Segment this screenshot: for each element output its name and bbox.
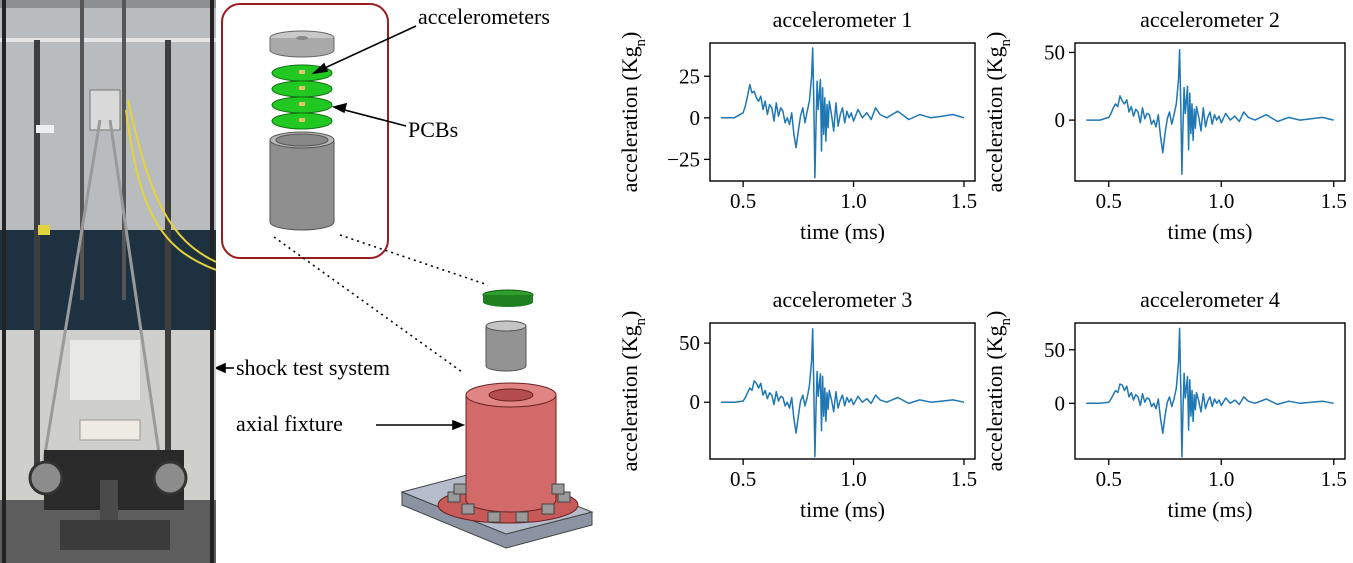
x-tick-label: 1.5	[951, 189, 977, 213]
y-tick-label: 50	[1044, 40, 1065, 64]
plot-frame	[1074, 42, 1346, 182]
chart-title: accelerometer 2	[1140, 7, 1280, 32]
axial-fixture-label: axial fixture	[236, 411, 343, 436]
plot-frame	[709, 322, 976, 460]
chart-title: accelerometer 1	[773, 7, 913, 32]
x-axis-label: time (ms)	[800, 497, 885, 522]
x-tick-label: 1.0	[1208, 189, 1234, 213]
chart-accelerometer-4: accelerometer 4 0.5 1.0 1.5 0 50 time (ms) acce…	[982, 287, 1347, 522]
y-axis-label: acceleration (Kgn)	[982, 311, 1014, 472]
y-tick-label: 25	[679, 64, 700, 88]
x-tick-label: 0.5	[730, 189, 756, 213]
shock-test-photo	[0, 0, 216, 563]
inset-box	[221, 3, 389, 259]
x-tick-label: 1.5	[951, 467, 977, 491]
series-line	[721, 328, 965, 458]
plot-frame	[709, 42, 976, 182]
y-tick-label: 0	[690, 390, 701, 414]
pcb-stack	[271, 64, 333, 130]
y-tick-label: 0	[1055, 391, 1066, 415]
chart-title: accelerometer 4	[1140, 287, 1280, 312]
plot-frame	[1074, 322, 1346, 460]
series-line	[1086, 49, 1334, 175]
shock-test-system-label: shock test system	[236, 355, 390, 380]
x-tick-label: 1.0	[1208, 467, 1234, 491]
cad-illustration	[216, 3, 594, 549]
x-axis-label: time (ms)	[800, 219, 885, 244]
y-tick-label: −25	[667, 147, 700, 171]
x-tick-label: 1.0	[840, 467, 866, 491]
y-tick-label: 50	[679, 331, 700, 355]
x-tick-label: 1.5	[1321, 467, 1347, 491]
x-tick-label: 0.5	[730, 467, 756, 491]
pcbs-label: PCBs	[408, 117, 459, 142]
chart-title: accelerometer 3	[773, 287, 913, 312]
y-axis-label: acceleration (Kgn)	[617, 311, 649, 472]
x-tick-label: 1.0	[840, 189, 866, 213]
x-tick-label: 1.5	[1321, 189, 1347, 213]
y-axis-label: acceleration (Kgn)	[617, 32, 649, 193]
chart-accelerometer-1: accelerometer 1 0.5 1.0 1.5 −25 0 25 time (ms) a…	[617, 7, 977, 244]
y-tick-label: 0	[1055, 108, 1066, 132]
series-line	[1086, 327, 1334, 458]
series-line	[721, 47, 965, 179]
axial-fixture	[400, 382, 594, 549]
x-axis-label: time (ms)	[1168, 219, 1253, 244]
accelerometers-label: accelerometers	[418, 4, 550, 29]
chart-accelerometer-3: accelerometer 3 0.5 1.0 1.5 0 50 time (ms) acce…	[617, 287, 977, 522]
x-axis-label: time (ms)	[1168, 497, 1253, 522]
chart-accelerometer-2: accelerometer 2 0.5 1.0 1.5 0 50 time (ms) acce…	[982, 7, 1347, 244]
y-tick-label: 0	[690, 106, 701, 130]
x-tick-label: 0.5	[1096, 189, 1122, 213]
y-axis-label: acceleration (Kgn)	[982, 32, 1014, 193]
y-tick-label: 50	[1044, 338, 1065, 362]
x-tick-label: 0.5	[1096, 467, 1122, 491]
